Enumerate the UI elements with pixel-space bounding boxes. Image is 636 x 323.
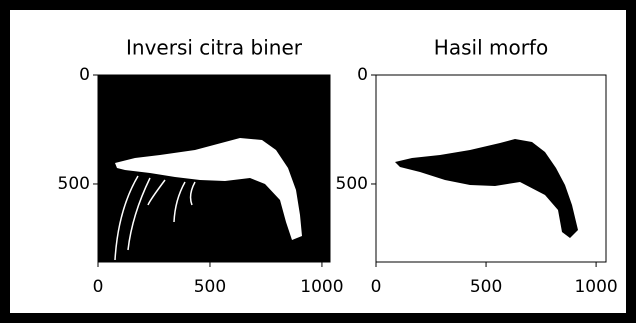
axes-title: Inversi citra biner — [126, 36, 303, 60]
x-tick-label: 1000 — [574, 277, 617, 297]
y-tick-label: 0 — [79, 65, 90, 85]
y-tick-label: 0 — [357, 65, 368, 85]
x-tick-label: 500 — [470, 277, 502, 297]
axes-inverse: Inversi citra biner 0 500 1000 0 500 — [58, 36, 344, 298]
y-tick-label: 500 — [336, 174, 368, 194]
axes-morph: Hasil morfo 0 500 1000 0 500 — [336, 36, 618, 298]
x-tick-label: 0 — [371, 277, 382, 297]
x-tick-label: 1000 — [300, 277, 343, 297]
screenshot: Hasil morfo 0 500 1000 0 500 Inversi citra bi… — [0, 0, 636, 323]
x-tick-label: 0 — [93, 277, 104, 297]
y-tick-label: 500 — [58, 174, 90, 194]
x-tick-label: 500 — [194, 277, 226, 297]
axes-title: Hasil morfo — [434, 36, 548, 60]
